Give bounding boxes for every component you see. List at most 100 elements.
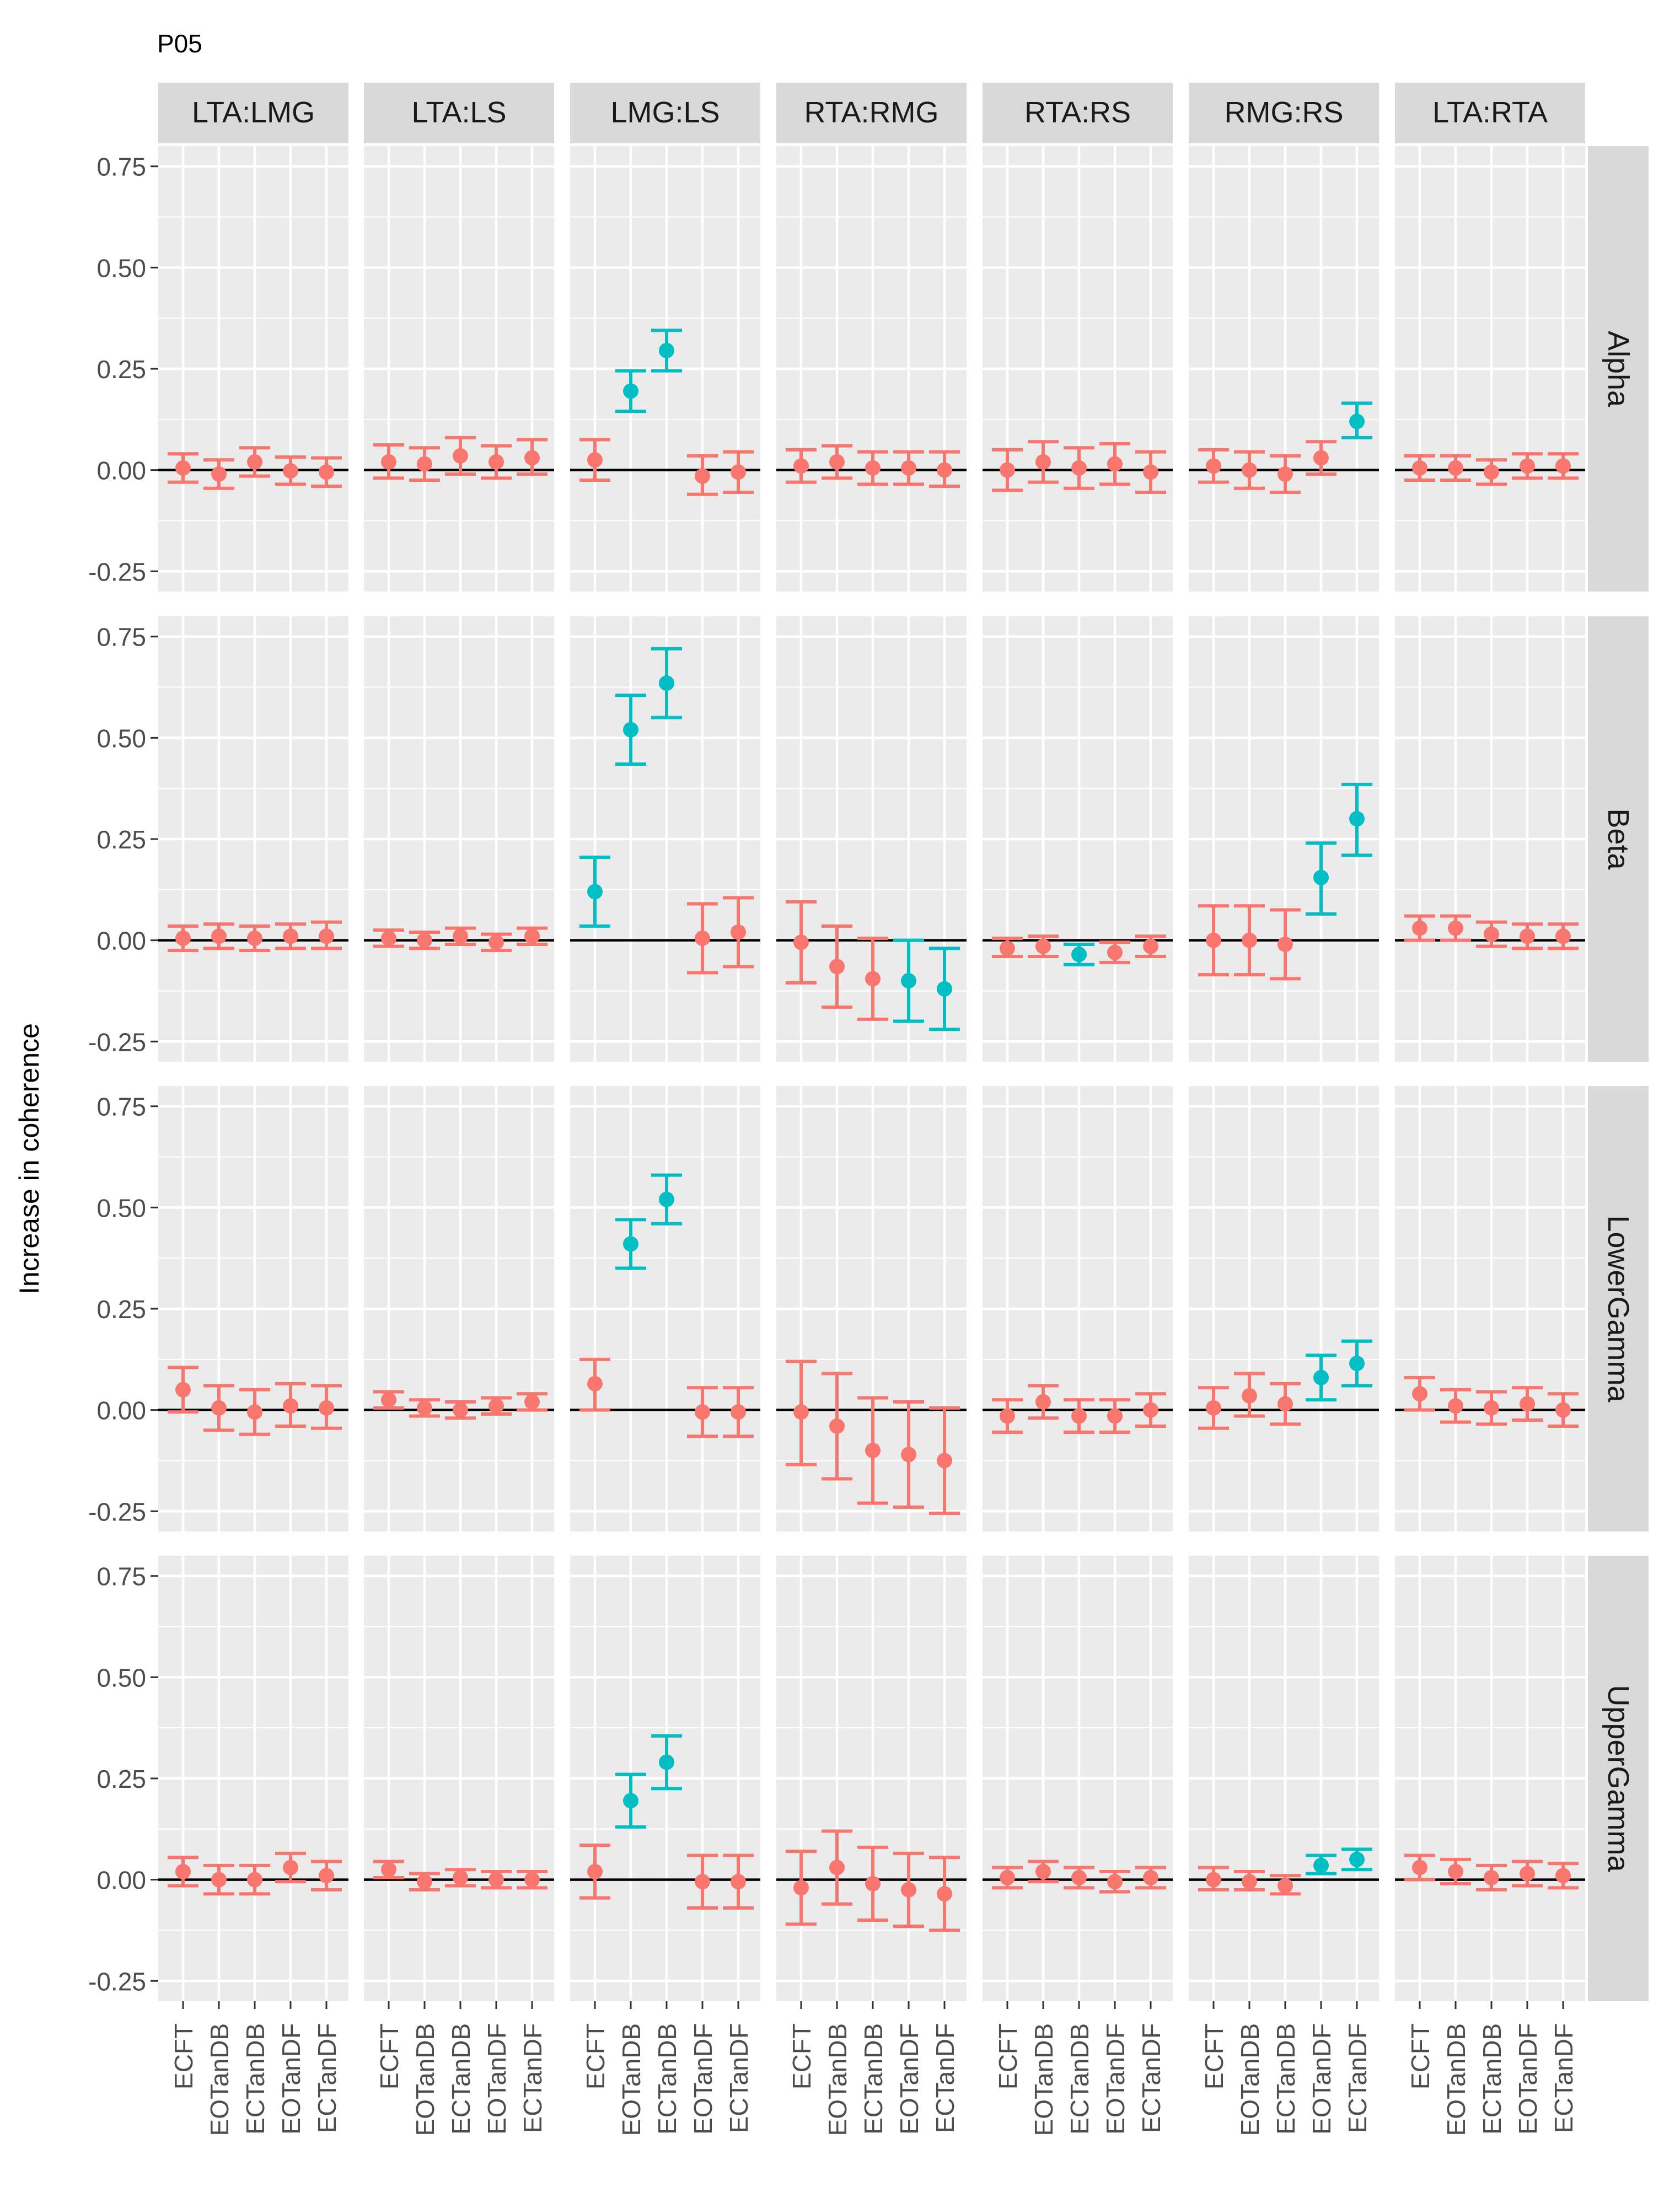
x-tick-label: ECTanDB xyxy=(1271,2023,1300,2135)
data-point xyxy=(417,456,432,472)
data-point xyxy=(623,1236,638,1252)
x-tick-label: ECFT xyxy=(994,2023,1022,2089)
data-point xyxy=(659,1191,674,1207)
column-strip-label: LTA:LMG xyxy=(192,96,315,129)
x-tick-label: EOTanDF xyxy=(482,2023,511,2135)
y-tick-label: 0.50 xyxy=(96,724,146,752)
data-point xyxy=(417,1400,432,1416)
row-strip-label: Alpha xyxy=(1602,331,1635,407)
column-strip-6 xyxy=(1395,83,1585,143)
data-point xyxy=(695,468,710,484)
data-point xyxy=(793,458,809,474)
data-point xyxy=(1242,1388,1257,1404)
data-point xyxy=(1555,928,1571,944)
data-point xyxy=(1035,938,1051,954)
x-tick-label: ECFT xyxy=(169,2023,198,2089)
data-point xyxy=(901,460,916,476)
column-strip-label: LTA:RTA xyxy=(1432,96,1548,129)
data-point xyxy=(489,1398,504,1414)
column-strip-label: RTA:RMG xyxy=(804,96,938,129)
x-tick-label: EOTanDB xyxy=(823,2023,852,2136)
data-point xyxy=(793,1880,809,1896)
data-point xyxy=(731,464,746,480)
data-point xyxy=(1448,1863,1463,1879)
data-point xyxy=(1484,1869,1499,1885)
data-point xyxy=(417,1874,432,1890)
data-point xyxy=(1071,1869,1087,1885)
y-tick-label: 0.75 xyxy=(96,1562,146,1591)
data-point xyxy=(937,1453,952,1469)
row-strip-1 xyxy=(1588,616,1649,1062)
data-point xyxy=(1278,1396,1293,1412)
data-point xyxy=(1313,1369,1329,1385)
x-tick-label: ECFT xyxy=(581,2023,610,2089)
row-strip-label: Beta xyxy=(1602,808,1635,870)
x-tick-label: ECTanDF xyxy=(1343,2023,1372,2133)
data-point xyxy=(175,1382,191,1398)
data-point xyxy=(1520,1866,1535,1882)
column-strip-label: RMG:RS xyxy=(1225,96,1344,129)
x-tick-label: ECTanDF xyxy=(1137,2023,1166,2133)
x-tick-label: ECFT xyxy=(375,2023,404,2089)
x-tick-label: ECTanDB xyxy=(447,2023,475,2135)
data-point xyxy=(587,884,603,900)
data-point xyxy=(1313,1857,1329,1873)
data-point xyxy=(1448,460,1463,476)
data-point xyxy=(1035,1863,1051,1879)
data-point xyxy=(1206,1872,1221,1888)
column-strip-5 xyxy=(1189,83,1379,143)
x-tick-label: ECTanDB xyxy=(1478,2023,1506,2135)
data-point xyxy=(453,928,468,944)
data-point xyxy=(1555,1868,1571,1884)
data-point xyxy=(1349,413,1365,429)
data-point xyxy=(381,454,396,470)
data-point xyxy=(1484,464,1499,480)
data-point xyxy=(793,1404,809,1420)
data-point xyxy=(1448,920,1463,936)
column-strip-label: LTA:LS xyxy=(411,96,506,129)
data-point xyxy=(1107,456,1123,472)
y-tick-label: 0.75 xyxy=(96,623,146,652)
x-tick-label: EOTanDB xyxy=(1029,2023,1058,2136)
data-point xyxy=(1143,1402,1158,1418)
data-point xyxy=(1143,464,1158,480)
data-point xyxy=(283,928,298,944)
data-point xyxy=(1000,462,1015,478)
data-point xyxy=(1520,1396,1535,1412)
data-point xyxy=(211,466,227,482)
data-point xyxy=(524,928,540,944)
row-strip-3 xyxy=(1588,1556,1649,2001)
data-point xyxy=(1349,1356,1365,1372)
data-point xyxy=(453,1402,468,1418)
data-point xyxy=(937,1886,952,1902)
data-point xyxy=(1000,1869,1015,1885)
data-point xyxy=(524,450,540,466)
data-point xyxy=(319,1400,334,1416)
x-tick-label: ECFT xyxy=(787,2023,816,2089)
data-point xyxy=(937,981,952,997)
y-tick-label: 0.50 xyxy=(96,1194,146,1222)
plot-area: LTA:LMG LTA:LS LMG:LS RTA:RMG RTA:RS RMG:RS LT… xyxy=(88,83,1649,2136)
data-point xyxy=(1520,458,1535,474)
data-point xyxy=(524,1872,540,1888)
x-tick-label: EOTanDB xyxy=(411,2023,439,2136)
data-point xyxy=(489,1872,504,1888)
data-point xyxy=(659,1754,674,1770)
y-tick-label: 0.25 xyxy=(96,1765,146,1793)
chart-title: P05 xyxy=(157,29,202,58)
x-tick-label: EOTanDF xyxy=(1101,2023,1130,2135)
column-strip-4 xyxy=(983,83,1173,143)
data-point xyxy=(1143,938,1158,954)
row-strip-label: LowerGamma xyxy=(1602,1215,1635,1402)
x-tick-label: EOTanDF xyxy=(277,2023,305,2135)
data-point xyxy=(901,1882,916,1898)
data-point xyxy=(524,1394,540,1410)
data-point xyxy=(1242,462,1257,478)
x-tick-label: EOTanDF xyxy=(1513,2023,1542,2135)
data-point xyxy=(283,1398,298,1414)
x-tick-label: ECFT xyxy=(1406,2023,1435,2089)
y-tick-label: 0.50 xyxy=(96,1663,146,1692)
data-point xyxy=(793,934,809,950)
data-point xyxy=(1412,1386,1427,1402)
data-point xyxy=(211,928,227,944)
